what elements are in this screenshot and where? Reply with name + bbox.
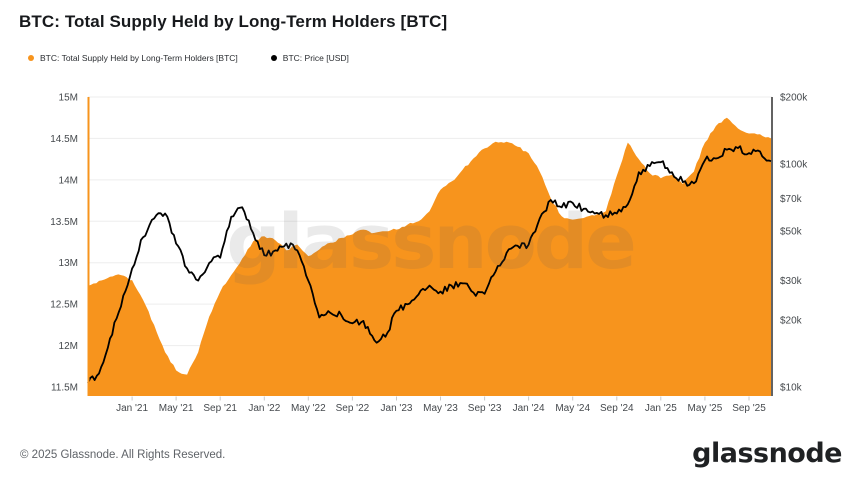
x-axis-label: Jan '24 [513,403,545,414]
supply-area-path [88,117,771,396]
y-axis-label-right: $70k [780,194,803,205]
y-axis-label-right: $200k [780,93,808,104]
y-axis-label-left: 13.5M [50,217,78,228]
x-axis-label: Jan '22 [248,403,280,414]
page-title: BTC: Total Supply Held by Long-Term Hold… [19,12,448,31]
x-axis-label: May '25 [688,403,723,414]
x-axis-label: Jan '25 [645,403,677,414]
supply-price-chart-svg[interactable]: 15M 14.5M 14M 13.5M 13M 12.5M 12M 11.5M $200k $10… [0,0,860,432]
chart-legend: BTC: Total Supply Held by Long-Term Hold… [28,53,349,63]
x-axis-label: May '21 [159,403,194,414]
y-axis-label-left: 14.5M [50,134,78,145]
y-axis-label-left: 12.5M [50,300,78,311]
y-axis-label-right: $100k [780,160,808,171]
y-axis-label-left: 11.5M [51,383,78,394]
y-axis-label-right: $10k [780,383,803,394]
x-axis-label: May '23 [423,403,458,414]
legend-label-price: BTC: Price [USD] [282,53,349,63]
copyright-text: © 2025 Glassnode. All Rights Reserved. [20,449,226,461]
x-axis-label: Sep '21 [203,403,237,414]
x-axis-label: May '24 [555,403,590,414]
x-axis-label: Jan '23 [381,403,413,414]
legend-label-supply: BTC: Total Supply Held by Long-Term Hold… [40,53,238,63]
y-axis-label-right: $30k [780,276,803,287]
price-series-dot-icon [270,55,277,61]
y-axis-label-left: 12M [59,341,78,352]
x-axis-label: Sep '23 [468,403,502,414]
y-axis-label-right: $50k [780,227,803,238]
chart-area[interactable]: 15M 14.5M 14M 13.5M 13M 12.5M 12M 11.5M $200k $10… [0,0,860,432]
legend-item-supply[interactable]: BTC: Total Supply Held by Long-Term Hold… [28,53,238,63]
y-axis-label-left: 14M [59,175,78,186]
x-axis-label: Jan '21 [116,403,148,414]
legend-item-price[interactable]: BTC: Price [USD] [270,53,349,63]
price-line-path [87,145,772,384]
x-axis-label: Sep '24 [600,403,634,414]
glassnode-logo[interactable]: glassnode [692,438,842,469]
y-axis-label-right: $20k [780,315,803,326]
x-axis-label: May '22 [291,403,326,414]
y-axis-label-left: 13M [59,258,78,269]
y-axis-label-left: 15M [59,93,78,104]
x-axis-label: Sep '22 [336,403,370,414]
x-axis-label: Sep '25 [732,403,766,414]
supply-series-dot-icon [28,55,34,61]
